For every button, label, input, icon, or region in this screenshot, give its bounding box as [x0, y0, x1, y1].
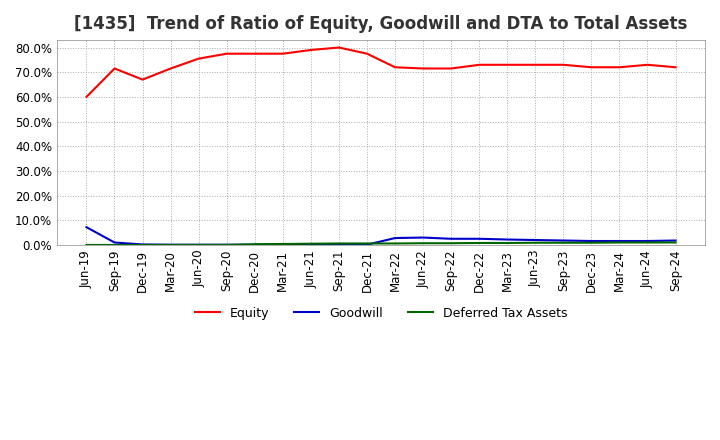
- Goodwill: [335, 242, 343, 247]
- Deferred Tax Assets: [447, 241, 456, 246]
- Deferred Tax Assets: [194, 242, 203, 248]
- Goodwill: [166, 242, 175, 247]
- Goodwill: [363, 242, 372, 247]
- Deferred Tax Assets: [363, 241, 372, 246]
- Goodwill: [671, 238, 680, 243]
- Goodwill: [419, 235, 428, 240]
- Deferred Tax Assets: [110, 242, 119, 248]
- Goodwill: [138, 242, 147, 247]
- Deferred Tax Assets: [559, 240, 567, 246]
- Goodwill: [531, 237, 539, 242]
- Equity: [279, 51, 287, 56]
- Equity: [363, 51, 372, 56]
- Goodwill: [82, 224, 91, 230]
- Goodwill: [279, 242, 287, 247]
- Equity: [391, 65, 400, 70]
- Legend: Equity, Goodwill, Deferred Tax Assets: Equity, Goodwill, Deferred Tax Assets: [189, 302, 572, 325]
- Deferred Tax Assets: [138, 242, 147, 248]
- Line: Goodwill: Goodwill: [86, 227, 675, 245]
- Equity: [559, 62, 567, 67]
- Deferred Tax Assets: [307, 241, 315, 246]
- Deferred Tax Assets: [643, 240, 652, 245]
- Equity: [615, 65, 624, 70]
- Goodwill: [222, 242, 231, 247]
- Goodwill: [559, 238, 567, 243]
- Equity: [194, 56, 203, 61]
- Goodwill: [251, 242, 259, 247]
- Deferred Tax Assets: [279, 241, 287, 246]
- Deferred Tax Assets: [82, 242, 91, 248]
- Deferred Tax Assets: [503, 240, 511, 246]
- Deferred Tax Assets: [587, 240, 595, 246]
- Equity: [447, 66, 456, 71]
- Equity: [166, 66, 175, 71]
- Goodwill: [194, 242, 203, 247]
- Deferred Tax Assets: [391, 241, 400, 246]
- Equity: [671, 65, 680, 70]
- Equity: [307, 48, 315, 53]
- Goodwill: [475, 236, 484, 242]
- Equity: [475, 62, 484, 67]
- Goodwill: [503, 237, 511, 242]
- Equity: [643, 62, 652, 67]
- Goodwill: [391, 235, 400, 241]
- Deferred Tax Assets: [475, 240, 484, 246]
- Goodwill: [587, 238, 595, 244]
- Equity: [587, 65, 595, 70]
- Equity: [419, 66, 428, 71]
- Goodwill: [307, 242, 315, 247]
- Equity: [110, 66, 119, 71]
- Deferred Tax Assets: [222, 242, 231, 248]
- Deferred Tax Assets: [166, 242, 175, 248]
- Equity: [503, 62, 511, 67]
- Line: Deferred Tax Assets: Deferred Tax Assets: [86, 242, 675, 245]
- Equity: [138, 77, 147, 82]
- Equity: [335, 45, 343, 50]
- Equity: [251, 51, 259, 56]
- Deferred Tax Assets: [335, 241, 343, 246]
- Deferred Tax Assets: [419, 241, 428, 246]
- Deferred Tax Assets: [531, 240, 539, 246]
- Goodwill: [643, 238, 652, 244]
- Goodwill: [110, 240, 119, 245]
- Goodwill: [615, 238, 624, 244]
- Equity: [82, 94, 91, 99]
- Equity: [222, 51, 231, 56]
- Goodwill: [447, 236, 456, 242]
- Deferred Tax Assets: [251, 242, 259, 247]
- Line: Equity: Equity: [86, 48, 675, 97]
- Equity: [531, 62, 539, 67]
- Deferred Tax Assets: [671, 240, 680, 245]
- Title: [1435]  Trend of Ratio of Equity, Goodwill and DTA to Total Assets: [1435] Trend of Ratio of Equity, Goodwil…: [74, 15, 688, 33]
- Deferred Tax Assets: [615, 240, 624, 245]
